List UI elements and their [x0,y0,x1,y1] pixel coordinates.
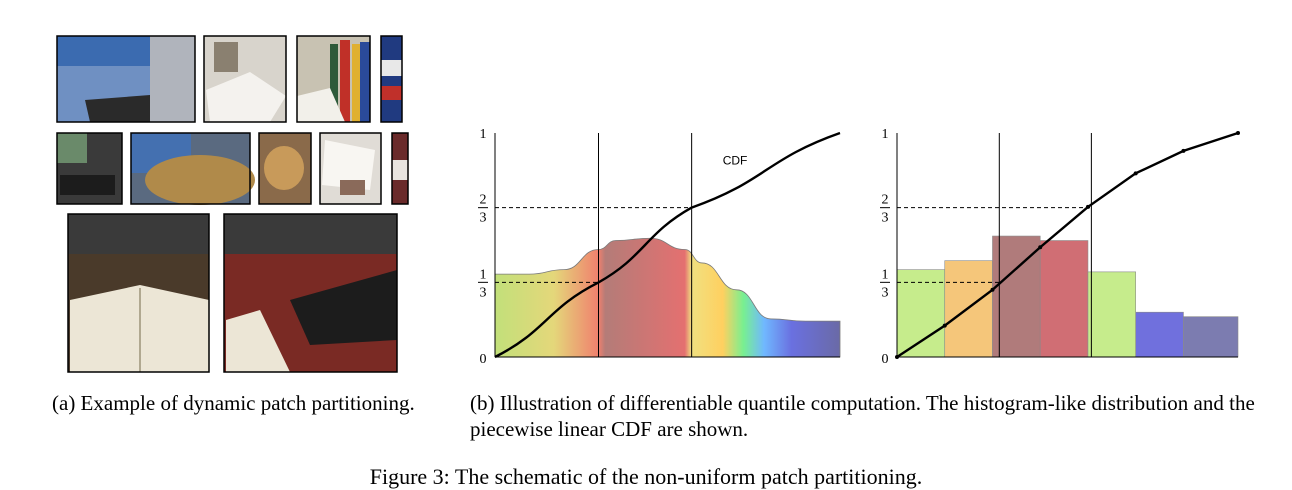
y-tick-label-num: 2 [480,193,487,208]
patch-keyboard-desk [223,213,398,373]
patch-laptop [56,35,196,123]
patch-grid [56,35,409,373]
y-tick-label-den: 3 [882,211,889,226]
y-tick-label: 23 [880,193,890,226]
cdf-point [942,323,947,328]
cdf-point [1133,171,1138,176]
y-tick-label-den: 3 [882,285,889,300]
y-tick-label: 0 [480,352,487,367]
cdf-line [896,131,1239,359]
histogram-bar [1183,316,1239,358]
cdf-line [494,131,841,359]
y-tick-label-den: 3 [480,285,487,300]
histogram-bar [1135,311,1184,358]
figure-caption: Figure 3: The schematic of the non-unifo… [369,464,923,489]
y-tick-label: 0 [882,352,889,367]
caption-b: (b) Illustration of differentiable quant… [470,391,1255,441]
cdf-point [1085,204,1090,209]
patch-cat-face [258,132,312,205]
patch-open-book [67,213,210,373]
cdf-annotation: CDF [723,153,748,167]
y-tick-label-num: 1 [882,267,889,282]
cdf-point [1236,131,1240,135]
y-tick-label-num: 1 [480,267,487,282]
patch-bookshelf [296,35,371,123]
density-area [494,237,841,358]
cdf-point [895,355,899,359]
histogram-bar [1039,240,1089,358]
cdf-point [1181,148,1186,153]
cdf-point [990,287,995,292]
histogram-bar [992,235,1041,358]
y-tick-label: 13 [880,267,890,300]
y-tick-label-den: 3 [480,211,487,226]
patch-edge-sliver [391,132,409,205]
patch-book-pages [203,35,287,123]
y-tick-label: 1 [480,127,487,142]
y-tick-label: 23 [478,193,488,226]
patch-monitor-cat [130,132,255,205]
patch-papers [319,132,382,205]
patch-cables [56,132,123,205]
y-tick-label-num: 2 [882,193,889,208]
caption-a: (a) Example of dynamic patch partitionin… [52,391,415,415]
y-tick-label: 1 [882,127,889,142]
patch-book-spines [380,35,403,123]
y-tick-label: 13 [478,267,488,300]
histogram-bar [1087,271,1136,358]
cdf-point [1038,245,1043,250]
